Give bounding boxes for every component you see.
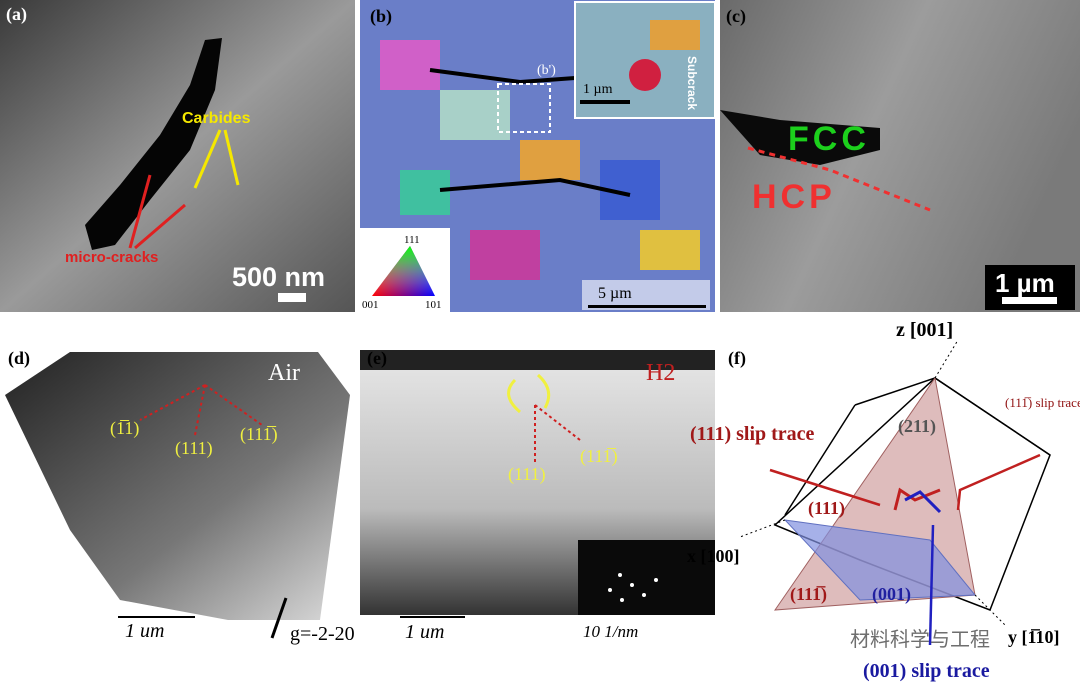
diffraction-scale: 10 1/nm (583, 622, 638, 641)
plane-label: (111) (808, 498, 845, 519)
slip-trace (904, 490, 942, 514)
plane-label: (111) (175, 438, 213, 459)
scale-bar (580, 100, 630, 104)
trace-label: (111) slip trace (690, 423, 815, 445)
interface-line (747, 146, 931, 212)
axis-label: z [001] (896, 319, 953, 341)
trace-arrow (769, 453, 1041, 511)
diffraction-inset (578, 540, 715, 615)
trace-line (139, 384, 263, 436)
scale-label: 1 µm (995, 268, 1055, 298)
axis-z (934, 339, 959, 379)
scale-label: 500 nm (232, 262, 325, 292)
watermark: 材料科学与工程 (850, 628, 990, 651)
plane-label: (111̅) (790, 584, 827, 605)
axis-label: y [1̅10] (1008, 627, 1060, 647)
ipf-label: 101 (425, 299, 442, 311)
axis-y (974, 594, 1006, 626)
arrow (128, 174, 186, 250)
panel-e: (e) H2 (111) (111̅) 1 um 10 1/nm (360, 348, 715, 643)
cube-edge (784, 404, 856, 516)
crack (85, 38, 222, 250)
scale-label: 1 um (405, 621, 444, 643)
annotation: micro-cracks (65, 249, 158, 266)
panel-b: (b') Subcrack 1 µm (b) 111 001 101 5 µm (360, 0, 716, 312)
arrow (193, 129, 240, 189)
annotation: Subcrack (685, 56, 699, 110)
inset-label: (b') (537, 63, 556, 78)
g-vector: g=-2-20 (290, 623, 355, 645)
panel-label: (e) (367, 348, 387, 369)
plane-label: (001) (872, 584, 911, 605)
grain (520, 140, 580, 180)
ipf-triangle (372, 246, 435, 296)
phase-label: FCC (788, 120, 870, 158)
scale-bar (588, 305, 706, 308)
plane-label: (211) (898, 416, 936, 437)
micrograph (5, 352, 350, 620)
panel-d: (d) Air (1̅1) (111) (111̅) 1 um g=-2-20 (5, 348, 355, 645)
diffraction-spots (608, 573, 658, 602)
plane-label: (111̅) (580, 446, 618, 467)
panel-f: (f) z [001] (111̅) slip trace (111) slip… (687, 319, 1080, 682)
panel-label: (d) (8, 348, 30, 369)
plane-label: (1̅1) (110, 418, 139, 439)
ipf-label: 001 (362, 299, 379, 311)
scale-label: 1 µm (583, 82, 613, 97)
scale-bar (278, 293, 306, 302)
trace-label: (111̅) slip trace (1005, 395, 1080, 410)
panel-label: (b) (370, 6, 392, 27)
annotation: Carbides (182, 110, 251, 127)
slip-trace (893, 487, 941, 511)
cube-edge (854, 377, 1051, 456)
scale-bar (1002, 297, 1057, 304)
panel-a: (a) Carbides micro-cracks 500 nm (0, 0, 355, 312)
plane-label: (111̅) (240, 424, 278, 445)
panel-c: (c) FCC HCP 1 µm (720, 0, 1080, 312)
grain (400, 170, 450, 215)
subcrack (429, 68, 631, 197)
g-arrow (270, 597, 288, 639)
grain (380, 40, 440, 90)
axis-x (739, 519, 786, 538)
grain (470, 230, 540, 280)
grain (629, 59, 661, 91)
scale-label: 1 um (125, 620, 164, 642)
grain (640, 230, 700, 270)
header-strip (360, 350, 715, 370)
panel-label: (c) (726, 6, 746, 27)
ipf-label: 111 (404, 234, 420, 246)
plane-label: (111) (508, 464, 546, 485)
crack-outline (507, 373, 551, 414)
environment: H2 (646, 360, 675, 386)
trace-arrow (928, 524, 935, 646)
phase-label: HCP (752, 178, 836, 216)
grain (650, 20, 700, 50)
panel-label: (f) (728, 348, 746, 369)
scale-label: 5 µm (598, 285, 632, 302)
environment: Air (268, 360, 300, 386)
inset-box (497, 83, 551, 133)
axis-label: x [100] (687, 546, 740, 566)
trace-label: (001) slip trace (863, 660, 990, 682)
panel-label: (a) (6, 4, 27, 25)
